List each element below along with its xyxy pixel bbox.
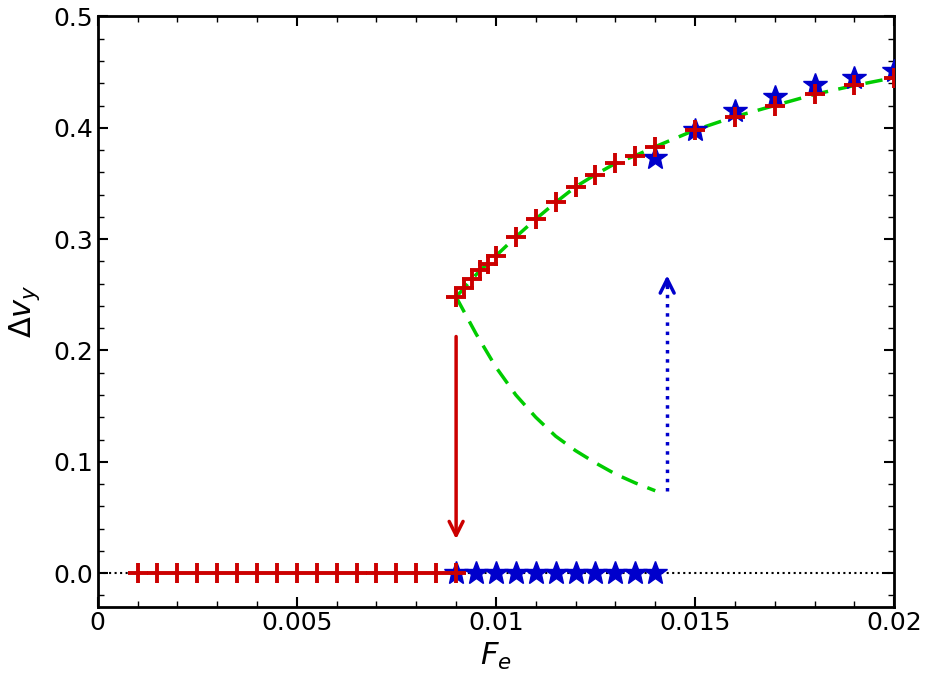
Y-axis label: $\Delta v_y$: $\Delta v_y$ [6,285,42,338]
X-axis label: $F_e$: $F_e$ [480,641,511,672]
